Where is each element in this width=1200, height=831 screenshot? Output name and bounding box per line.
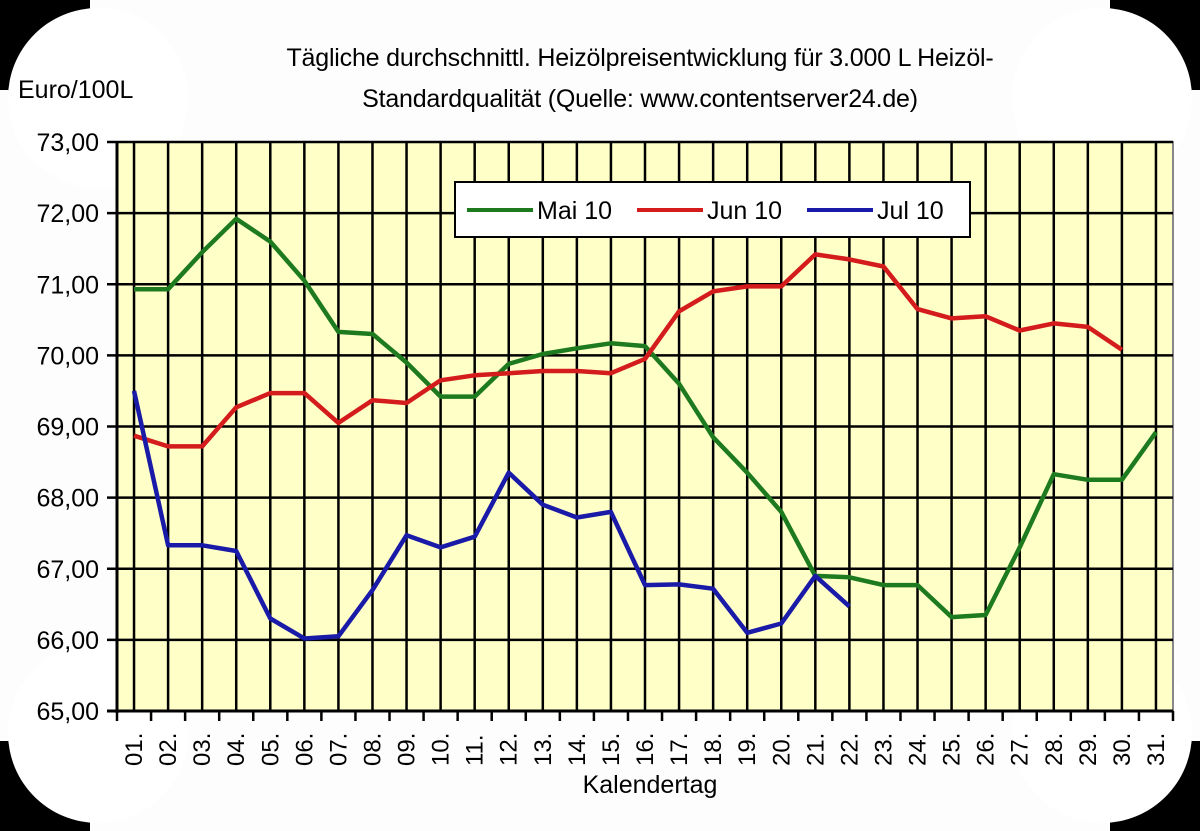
x-tick-label: 28.	[1041, 733, 1068, 766]
x-tick-label: 31.	[1143, 733, 1170, 766]
x-tick-label: 11.	[462, 734, 489, 766]
legend-label: Jul 10	[877, 197, 944, 225]
x-tick-label: 13.	[530, 733, 557, 766]
series-line-jun-10	[133, 252, 1124, 449]
x-tick-label: 30.	[1109, 733, 1136, 766]
legend	[454, 181, 971, 238]
x-tick-label: 26.	[973, 733, 1000, 766]
chart-title-line-1: Tägliche durchschnittl. Heizölpreisentwi…	[286, 44, 994, 72]
legend-label: Jun 10	[707, 197, 782, 225]
y-tick-label: 73,00	[36, 129, 99, 157]
x-tick-label: 01.	[121, 733, 148, 766]
x-tick-label: 09.	[394, 733, 421, 766]
x-tick-label: 20.	[768, 733, 795, 766]
x-tick-label: 25.	[939, 733, 966, 766]
x-tick-label: 08.	[359, 733, 386, 766]
x-tick-label: 06.	[291, 733, 318, 766]
x-tick-label: 03.	[189, 733, 216, 766]
x-tick-label: 15.	[598, 733, 625, 766]
x-tick-label: 05.	[257, 733, 284, 766]
x-tick-label: 29.	[1075, 733, 1102, 766]
y-tick-label: 66,00	[36, 627, 99, 655]
x-tick-label: 23.	[870, 733, 897, 766]
series-line-jul-10	[131, 390, 851, 641]
y-tick-label: 67,00	[36, 556, 99, 584]
x-tick-label: 10.	[428, 733, 455, 766]
x-tick-label: 24.	[905, 733, 932, 766]
x-tick-label: 04.	[223, 733, 250, 766]
x-tick-label: 21.	[802, 733, 829, 766]
x-tick-label: 22.	[836, 733, 863, 766]
y-tick-label: 70,00	[36, 342, 99, 370]
y-tick-label: 72,00	[36, 200, 99, 228]
y-tick-label: 71,00	[36, 271, 99, 299]
x-tick-label: 27.	[1007, 733, 1034, 766]
x-tick-label: 18.	[700, 733, 727, 766]
x-tick-label: 16.	[632, 733, 659, 766]
y-tick-label: 68,00	[36, 485, 99, 513]
x-tick-label: 17.	[666, 733, 693, 766]
y-tick-label: 65,00	[36, 698, 99, 726]
x-axis-title: Kalendertag	[582, 771, 718, 799]
legend-label: Mai 10	[537, 197, 612, 225]
chart-title-line-2: Standardqualität (Quelle: www.contentser…	[362, 85, 918, 113]
x-tick-label: 07.	[325, 733, 352, 766]
x-tick-label: 02.	[155, 733, 182, 766]
x-tick-label: 14.	[564, 733, 591, 766]
y-axis-unit-label: Euro/100L	[18, 76, 134, 104]
y-tick-label: 69,00	[36, 414, 99, 442]
x-tick-label: 12.	[496, 733, 523, 766]
series-line-mai-10	[134, 216, 1158, 620]
x-tick-label: 19.	[734, 733, 761, 766]
